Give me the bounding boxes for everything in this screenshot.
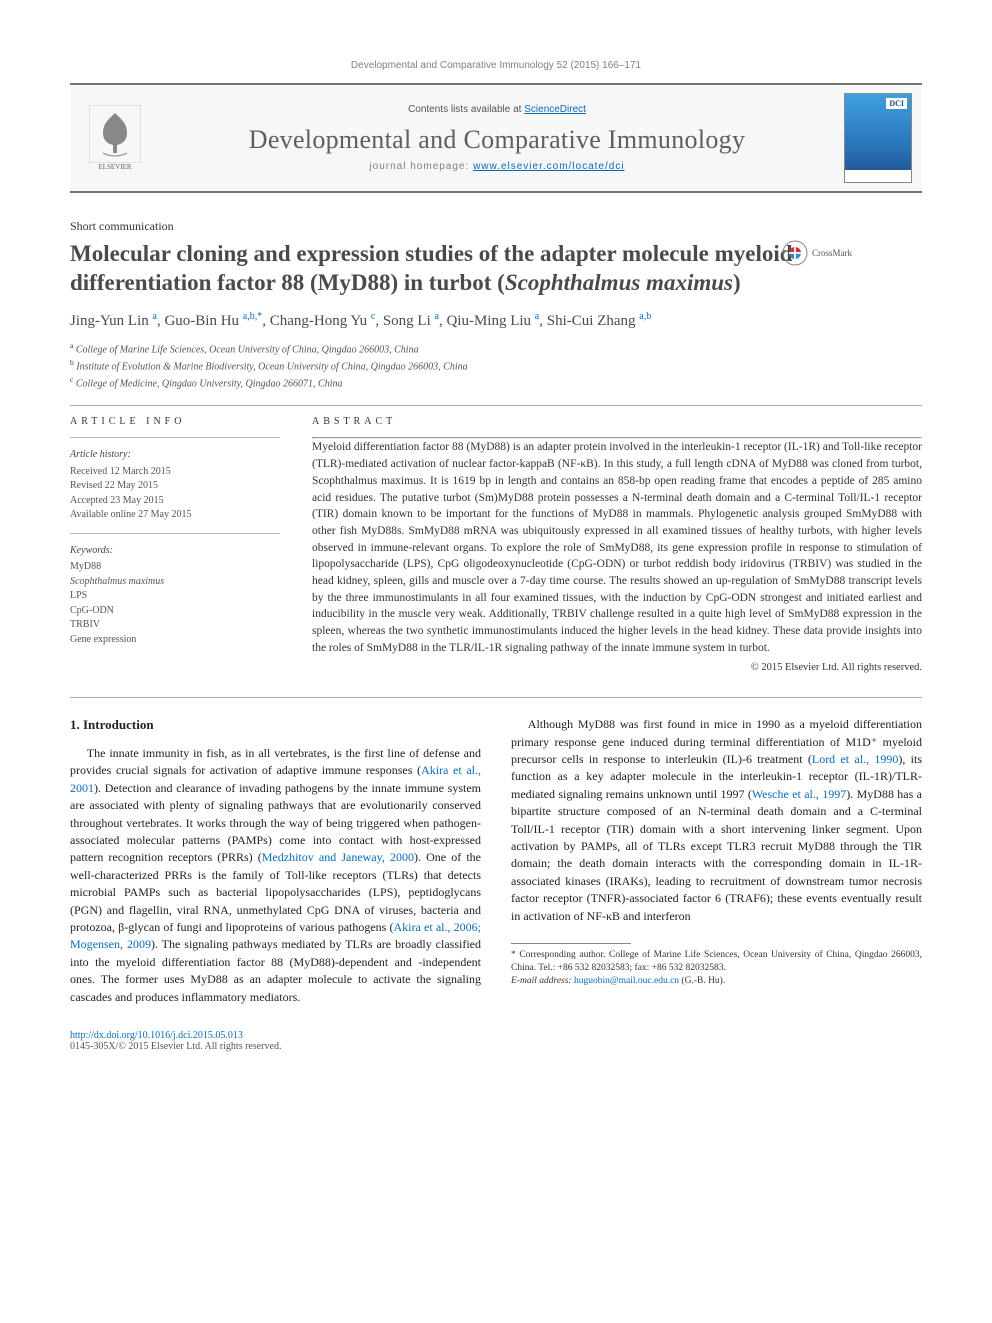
page-footer: http://dx.doi.org/10.1016/j.dci.2015.05.… (70, 1030, 922, 1052)
title-text-suffix: ) (733, 270, 741, 295)
article-type-label: Short communication (70, 219, 922, 234)
corresponding-author-footnote: * Corresponding author. College of Marin… (511, 949, 922, 987)
intro-paragraph-2: Although MyD88 was first found in mice i… (511, 716, 922, 925)
journal-homepage-link[interactable]: www.elsevier.com/locate/dci (473, 161, 625, 172)
citation-link[interactable]: Lord et al., 1990 (812, 752, 899, 766)
abstract-text: Myeloid differentiation factor 88 (MyD88… (312, 439, 922, 656)
abstract-heading: ABSTRACT (312, 416, 922, 427)
abstract-copyright: © 2015 Elsevier Ltd. All rights reserved… (312, 662, 922, 673)
journal-title: Developmental and Comparative Immunology (162, 125, 832, 155)
sciencedirect-link[interactable]: ScienceDirect (524, 104, 586, 115)
email-suffix: (G.-B. Hu). (679, 976, 725, 986)
title-species-name: Scophthalmus maximus (505, 270, 733, 295)
article-title: Molecular cloning and expression studies… (70, 240, 810, 298)
history-label: Article history: (70, 448, 280, 463)
crossmark-label: CrossMark (812, 248, 852, 258)
homepage-prefix: journal homepage: (369, 161, 473, 172)
contents-lists-line: Contents lists available at ScienceDirec… (162, 104, 832, 115)
keywords-list: MyD88Scophthalmus maximusLPSCpG-ODNTRBIV… (70, 560, 280, 647)
affiliations-list: a College of Marine Life Sciences, Ocean… (70, 340, 922, 392)
body-text: 1. Introduction The innate immunity in f… (70, 716, 922, 1006)
contents-prefix: Contents lists available at (408, 104, 524, 115)
homepage-line: journal homepage: www.elsevier.com/locat… (162, 161, 832, 172)
intro-paragraph-1: The innate immunity in fish, as in all v… (70, 745, 481, 1006)
issn-copyright-line: 0145-305X/© 2015 Elsevier Ltd. All right… (70, 1041, 281, 1052)
publisher-name: ELSEVIER (98, 163, 131, 171)
article-info-column: ARTICLE INFO Article history: Received 1… (70, 416, 280, 673)
email-label: E-mail address: (511, 976, 574, 986)
citation-link[interactable]: Wesche et al., 1997 (752, 787, 846, 801)
journal-cover-thumb: DCI (844, 93, 912, 183)
doi-link[interactable]: http://dx.doi.org/10.1016/j.dci.2015.05.… (70, 1030, 243, 1041)
author-list: Jing-Yun Lin a, Guo-Bin Hu a,b,*, Chang-… (70, 310, 922, 332)
citation-link[interactable]: Medzhitov and Janeway, 2000 (262, 850, 414, 864)
journal-reference: Developmental and Comparative Immunology… (70, 60, 922, 71)
article-info-heading: ARTICLE INFO (70, 416, 280, 427)
journal-banner: ELSEVIER Contents lists available at Sci… (70, 83, 922, 193)
abstract-column: ABSTRACT Myeloid differentiation factor … (312, 416, 922, 673)
crossmark-badge[interactable]: CrossMark (782, 240, 852, 266)
elsevier-tree-icon (89, 105, 141, 163)
banner-center: Contents lists available at ScienceDirec… (162, 104, 832, 172)
email-link[interactable]: huguobin@mail.ouc.edu.cn (574, 976, 679, 986)
section-heading-introduction: 1. Introduction (70, 716, 481, 735)
history-lines: Received 12 March 2015Revised 22 May 201… (70, 465, 280, 523)
footnote-text: * Corresponding author. College of Marin… (511, 949, 922, 975)
crossmark-icon (782, 240, 808, 266)
keywords-label: Keywords: (70, 544, 280, 559)
cover-badge: DCI (886, 98, 907, 109)
elsevier-logo: ELSEVIER (80, 98, 150, 178)
